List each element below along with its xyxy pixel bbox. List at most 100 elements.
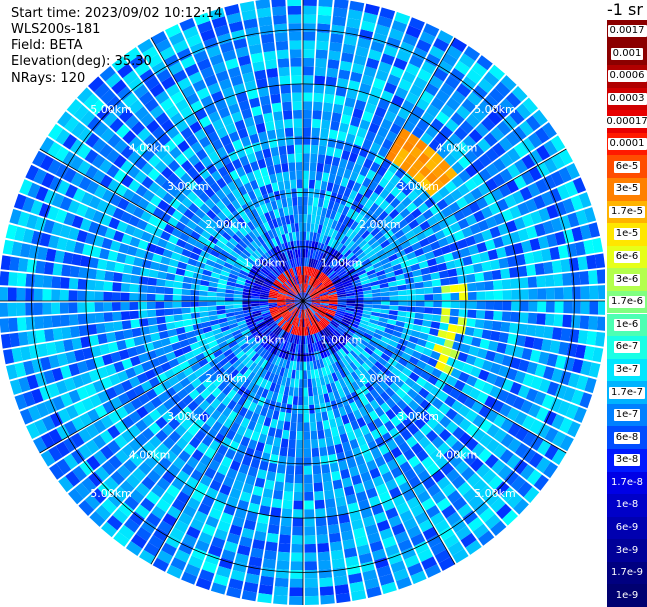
gate-cell xyxy=(560,328,571,342)
gate-cell xyxy=(316,322,322,331)
gate-cell xyxy=(200,155,213,168)
gate-cell xyxy=(293,500,303,510)
gate-cell xyxy=(289,360,294,370)
gate-cell xyxy=(303,40,315,50)
gate-cell xyxy=(377,424,389,436)
gate-cell xyxy=(337,255,346,264)
gate-cell xyxy=(25,273,35,287)
gate-cell xyxy=(291,316,296,325)
gate-cell xyxy=(346,364,355,374)
gate-cell xyxy=(370,40,385,53)
gate-cell xyxy=(303,294,309,301)
gate-cell xyxy=(322,472,332,483)
gate-cell xyxy=(445,167,458,180)
gate-cell xyxy=(506,407,520,422)
gate-cell xyxy=(240,342,249,351)
gate-cell xyxy=(96,224,108,237)
gate-cell xyxy=(198,531,213,545)
gate-cell xyxy=(413,430,425,442)
gate-cell xyxy=(283,261,289,270)
gate-cell xyxy=(460,247,471,258)
gate-cell xyxy=(377,146,389,158)
gate-cell xyxy=(383,82,397,95)
gate-cell xyxy=(266,390,274,401)
gate-cell xyxy=(457,218,470,230)
gate-cell xyxy=(158,263,169,273)
gate-cell xyxy=(320,303,329,307)
gate-cell xyxy=(303,240,306,249)
gate-cell xyxy=(438,270,449,279)
gate-cell xyxy=(244,282,254,288)
gate-cell xyxy=(317,14,332,25)
gate-cell xyxy=(318,272,325,281)
gate-cell xyxy=(279,253,286,263)
gate-cell xyxy=(535,457,551,474)
gate-cell xyxy=(310,421,317,432)
gate-cell xyxy=(303,301,310,308)
gate-cell xyxy=(419,237,430,248)
gate-cell xyxy=(233,83,246,95)
gate-cell xyxy=(243,182,253,193)
gate-cell xyxy=(124,47,141,63)
gate-cell xyxy=(475,281,486,291)
gate-cell xyxy=(397,539,413,552)
gate-cell xyxy=(488,64,505,81)
gate-cell xyxy=(215,189,226,200)
gate-cell xyxy=(351,381,360,391)
gate-cell xyxy=(362,12,378,24)
gate-cell xyxy=(266,129,277,140)
gate-cell xyxy=(286,294,295,298)
gate-cell xyxy=(520,464,535,480)
gate-cell xyxy=(190,362,201,372)
gate-cell xyxy=(193,417,205,430)
gate-cell xyxy=(455,525,472,541)
gate-cell xyxy=(483,132,498,147)
gate-cell xyxy=(262,558,276,569)
gate-cell xyxy=(227,254,238,262)
gate-cell xyxy=(233,220,243,230)
gate-cell xyxy=(416,118,430,132)
gate-cell xyxy=(148,234,160,245)
gate-cell xyxy=(207,296,217,301)
gate-cell xyxy=(329,462,340,473)
gate-cell xyxy=(63,453,79,470)
gate-cell xyxy=(338,406,347,417)
gate-cell xyxy=(513,217,526,230)
gate-cell xyxy=(275,316,283,323)
gate-cell xyxy=(312,360,318,370)
gate-cell xyxy=(345,290,355,294)
gate-cell xyxy=(483,94,499,110)
gate-cell xyxy=(276,464,286,474)
gate-cell xyxy=(101,498,117,514)
gate-cell xyxy=(421,456,435,469)
gate-cell xyxy=(535,407,549,422)
gate-cell xyxy=(99,159,113,174)
gate-cell xyxy=(293,317,298,326)
gate-cell xyxy=(388,253,398,262)
gate-cell xyxy=(111,79,127,95)
gate-cell xyxy=(43,370,56,385)
gate-cell xyxy=(466,69,482,84)
gate-cell xyxy=(235,230,245,240)
gate-cell xyxy=(317,332,323,341)
gate-cell xyxy=(190,42,205,55)
gate-cell xyxy=(351,144,362,155)
colorbar-tick-label: 1.7e-8 xyxy=(610,476,644,488)
gate-cell xyxy=(461,226,473,238)
gate-cell xyxy=(166,565,183,579)
gate-cell xyxy=(77,87,93,104)
gate-cell xyxy=(411,208,422,219)
gate-cell xyxy=(400,160,412,173)
gate-cell xyxy=(37,246,48,261)
gate-cell xyxy=(344,404,353,415)
gate-cell xyxy=(257,414,266,425)
gate-cell xyxy=(465,409,478,423)
gate-cell xyxy=(239,252,249,261)
gate-cell xyxy=(201,321,211,328)
gate-cell xyxy=(232,158,243,170)
gate-cell xyxy=(347,502,360,514)
gate-cell xyxy=(496,503,512,520)
gate-cell xyxy=(321,244,328,254)
gate-cell xyxy=(130,397,143,410)
gate-cell xyxy=(279,447,288,457)
